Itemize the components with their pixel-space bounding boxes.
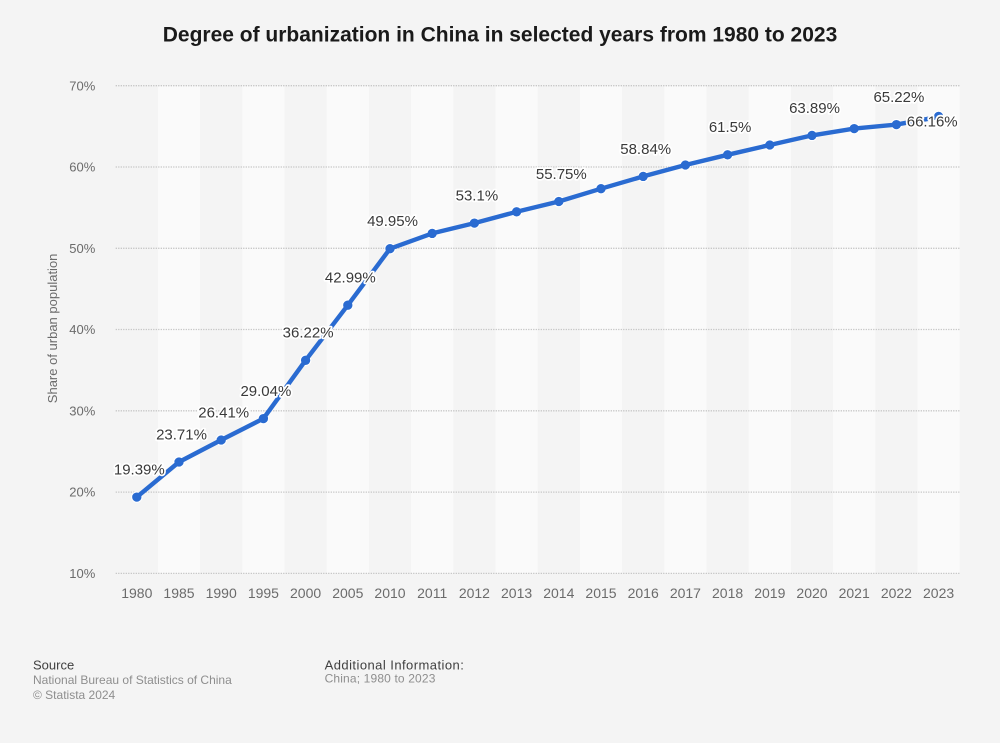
svg-text:2023: 2023 (923, 585, 954, 601)
svg-text:2021: 2021 (839, 585, 870, 601)
svg-text:Additional Information:: Additional Information: (325, 657, 465, 672)
svg-text:53.1%: 53.1% (456, 188, 499, 205)
svg-text:2019: 2019 (754, 585, 785, 601)
svg-text:1980: 1980 (121, 585, 152, 601)
svg-text:China; 1980 to 2023: China; 1980 to 2023 (325, 672, 436, 686)
svg-text:29.04%: 29.04% (240, 383, 291, 400)
svg-text:2014: 2014 (543, 585, 574, 601)
svg-text:49.95%: 49.95% (367, 213, 418, 230)
svg-text:10%: 10% (69, 566, 95, 581)
svg-text:42.99%: 42.99% (325, 270, 376, 287)
svg-text:2022: 2022 (881, 585, 912, 601)
svg-text:2018: 2018 (712, 585, 743, 601)
svg-text:20%: 20% (69, 485, 95, 500)
svg-text:61.5%: 61.5% (709, 119, 752, 136)
svg-text:50%: 50% (69, 241, 95, 256)
svg-text:2011: 2011 (417, 585, 447, 601)
svg-text:Source: Source (33, 658, 74, 673)
svg-text:30%: 30% (69, 403, 95, 418)
svg-text:2012: 2012 (459, 585, 490, 601)
svg-text:70%: 70% (69, 78, 95, 93)
svg-text:2016: 2016 (628, 585, 659, 601)
svg-text:55.75%: 55.75% (536, 166, 587, 183)
svg-text:60%: 60% (69, 160, 95, 175)
svg-text:1995: 1995 (248, 585, 279, 601)
svg-text:1985: 1985 (163, 585, 194, 601)
svg-text:2000: 2000 (290, 585, 321, 601)
svg-text:2015: 2015 (585, 585, 616, 601)
svg-text:1990: 1990 (206, 585, 237, 601)
svg-text:National Bureau of Statistics: National Bureau of Statistics of China (33, 673, 232, 687)
svg-text:2013: 2013 (501, 585, 532, 601)
svg-text:40%: 40% (69, 322, 95, 337)
svg-text:36.22%: 36.22% (283, 325, 334, 342)
svg-text:2010: 2010 (374, 585, 405, 601)
svg-text:Degree of urbanization in Chin: Degree of urbanization in China in selec… (163, 23, 838, 46)
svg-text:19.39%: 19.39% (114, 462, 165, 479)
svg-text:2017: 2017 (670, 585, 701, 601)
svg-text:2005: 2005 (332, 585, 363, 601)
svg-text:© Statista 2024: © Statista 2024 (33, 688, 116, 702)
svg-text:66.16%: 66.16% (907, 113, 958, 130)
svg-text:26.41%: 26.41% (198, 404, 249, 421)
svg-text:63.89%: 63.89% (789, 100, 840, 117)
svg-text:23.71%: 23.71% (156, 426, 207, 443)
svg-text:2020: 2020 (796, 585, 827, 601)
svg-text:Share of urban population: Share of urban population (45, 254, 60, 404)
svg-text:58.84%: 58.84% (620, 141, 671, 158)
svg-text:65.22%: 65.22% (873, 89, 924, 106)
